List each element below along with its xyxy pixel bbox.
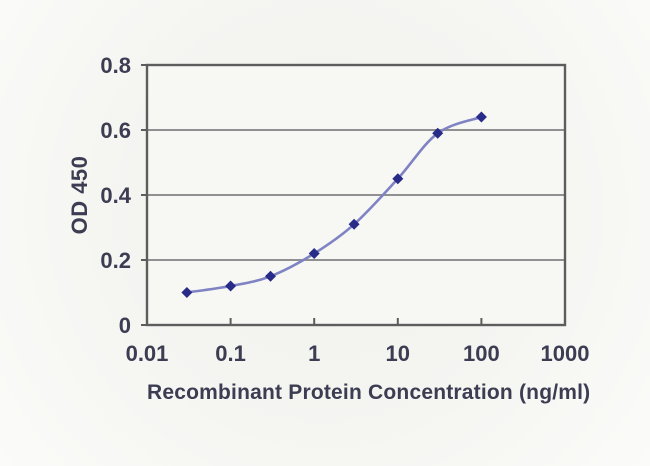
y-tick-label: 0.8 [100,53,131,78]
y-tick-label: 0 [119,313,131,338]
x-tick-label: 10 [386,341,410,366]
y-axis-title: OD 450 [67,155,92,235]
data-point-marker [308,248,320,259]
y-tick-label: 0.2 [100,248,131,273]
data-point-marker [348,218,360,230]
data-point-marker [225,280,237,292]
data-point-marker [475,111,487,123]
data-point-marker [432,127,444,139]
data-point-marker [392,173,404,185]
x-tick-label: 1000 [541,341,590,366]
plot-frame [145,63,567,327]
x-tick-label: 100 [463,341,500,366]
data-point-marker [264,270,276,282]
x-tick-label: 0.01 [126,341,169,366]
x-axis-title: Recombinant Protein Concentration (ng/ml… [147,381,591,404]
x-tick-label: 1 [308,341,320,366]
y-tick-label: 0.4 [100,183,131,208]
x-tick-label: 0.1 [215,341,246,366]
y-tick-label: 0.6 [100,118,131,143]
data-point-marker [181,287,193,298]
